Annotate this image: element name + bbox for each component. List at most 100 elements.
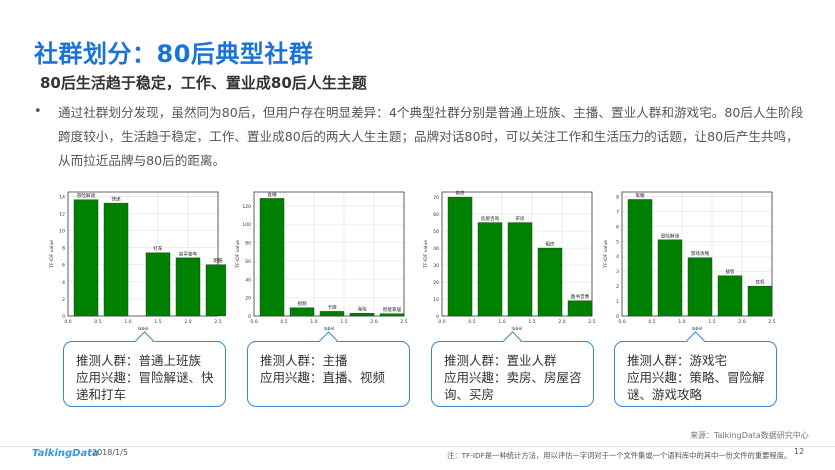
y-axis-label: TF-IDF value (423, 240, 429, 269)
bar-label: 高享泰车 (179, 250, 198, 257)
x-tick-label: 0.0 (618, 319, 625, 325)
y-tick-label: 4 (616, 254, 619, 260)
y-tick-label: 70 (433, 195, 439, 201)
persona-label: 推测人群：普通上班族 (76, 353, 202, 368)
bullet-marker: • (34, 104, 42, 119)
x-tick-label: 2.5 (214, 319, 221, 325)
x-tick-label: 2.5 (768, 319, 775, 325)
x-tick-label: 1.5 (528, 319, 535, 325)
y-tick-label: 50 (433, 229, 439, 235)
y-tick-label: 0 (248, 314, 251, 320)
bar-3 (687, 257, 713, 317)
persona-card-home-buyers: 推测人群：置业人群 应用兴趣：卖房、房屋咨 询、买房 (431, 331, 594, 407)
bar-4 (537, 247, 563, 317)
bar-label: 在机 (755, 279, 765, 286)
bar-5 (747, 285, 773, 317)
bar-label: 租房 (545, 241, 555, 248)
y-tick-label: 100 (242, 222, 251, 228)
y-tick-label: 60 (433, 212, 439, 218)
y-tick-label: 30 (433, 263, 439, 269)
y-tick-label: 6 (62, 263, 65, 269)
persona-label: 推测人群：游戏宅 (627, 353, 728, 368)
bar-label: 游戏攻略 (691, 250, 710, 257)
chart-office-workers: 0 2 4 6 8 10 12 14 0.0 0.5 1.0 1.5 2.0 2.5 冒险解谜 快递 打车 高享泰… (46, 186, 226, 334)
y-tick-label: 8 (62, 246, 65, 252)
bar-label: 直播 (267, 191, 277, 198)
footer-divider (0, 446, 835, 447)
card-pointer (134, 331, 154, 350)
x-axis-label: label (138, 326, 149, 332)
x-axis-label: label (324, 326, 335, 332)
x-tick-label: 1.0 (310, 319, 317, 325)
y-tick-label: 14 (59, 194, 65, 200)
bar-2 (103, 202, 129, 317)
bar-label: 房屋咨询 (481, 215, 500, 222)
bar-5 (379, 313, 405, 317)
persona-label: 推测人群：主播 (260, 353, 348, 368)
bar-label: 跑酷 (213, 257, 223, 264)
bar-label: 打车 (153, 245, 163, 252)
bar-label: 冒险解谜 (77, 192, 96, 199)
bar-label: 买房 (515, 215, 525, 222)
source-note: 来源：TalkingData数据研究中心 (690, 431, 809, 440)
x-tick-label: 2.0 (184, 319, 191, 325)
chart-home-buyers: 0 10 20 30 40 50 60 70 0.0 0.5 1.0 1.5 2.0 2.5 卖房 房屋咨询 买… (420, 186, 600, 334)
card-pointer (318, 331, 338, 350)
y-tick-label: 5 (616, 239, 619, 245)
y-tick-label: 40 (433, 246, 439, 252)
bar-label: 卖房 (455, 190, 465, 197)
bar-label: 海淘 (357, 306, 367, 313)
body-paragraph: 通过社群划分发现，虽然同为80后，但用户存在明显差异：4个典型社群分别是普通上班… (58, 105, 804, 168)
bar-label: 冒险解谜 (661, 232, 680, 239)
bar-label: 图书音像 (571, 293, 590, 300)
bar-3 (319, 311, 345, 317)
y-tick-label: 3 (616, 269, 619, 275)
bar-1 (627, 199, 653, 317)
x-axis-label: label (512, 326, 523, 332)
page-subtitle: 80后生活趋于稳定，工作、置业成80后人生主题 (40, 74, 367, 92)
x-tick-label: 0.5 (280, 319, 287, 325)
y-tick-label: 0 (436, 314, 439, 320)
x-tick-label: 0.0 (438, 319, 445, 325)
page-title: 社群划分：80后典型社群 (34, 40, 314, 68)
y-tick-label: 40 (245, 277, 251, 283)
y-tick-label: 20 (245, 296, 251, 302)
bar-label: 视频 (297, 300, 307, 307)
y-tick-label: 1 (616, 299, 619, 305)
x-tick-label: 0.5 (468, 319, 475, 325)
y-tick-label: 0 (616, 314, 619, 320)
x-tick-label: 0.5 (94, 319, 101, 325)
interest-label: 应用兴趣：卖房、房屋咨 (444, 370, 582, 385)
bar-2 (289, 307, 315, 317)
x-tick-label: 0.5 (648, 319, 655, 325)
y-tick-label: 60 (245, 259, 251, 265)
persona-card-streamers: 推测人群：主播 应用兴趣：直播、视频 (247, 331, 410, 407)
chart-svg: 0 2 4 6 8 10 12 14 0.0 0.5 1.0 1.5 2.0 2.5 冒险解谜快递打车高享泰… (49, 191, 226, 332)
x-tick-label: 2.0 (738, 319, 745, 325)
card-pointer (502, 331, 522, 350)
y-tick-label: 4 (62, 280, 65, 286)
x-tick-label: 1.0 (124, 319, 131, 325)
y-tick-label: 8 (616, 194, 619, 200)
bar-1 (259, 198, 285, 317)
y-axis-label: TF-IDF value (49, 240, 55, 269)
plot-frame (67, 191, 219, 317)
x-tick-label: 1.5 (154, 319, 161, 325)
x-tick-label: 1.5 (340, 319, 347, 325)
bar-3 (507, 222, 533, 317)
bar-4 (349, 313, 375, 317)
y-tick-label: 20 (433, 280, 439, 286)
y-tick-label: 2 (62, 297, 65, 303)
bar-4 (717, 275, 743, 317)
x-tick-label: 2.0 (370, 319, 377, 325)
bar-2 (477, 222, 503, 317)
x-tick-label: 1.5 (708, 319, 715, 325)
x-tick-label: 0.0 (250, 319, 257, 325)
y-tick-label: 10 (433, 297, 439, 303)
bar-label: 卡牌 (327, 304, 337, 311)
x-tick-label: 1.0 (498, 319, 505, 325)
y-tick-label: 7 (616, 209, 619, 215)
x-tick-label: 0.0 (64, 319, 71, 325)
footnote: 注：TF-IDF是一种统计方法，用以评估一字词对于一个文件集或一个语料库中的其中… (447, 451, 792, 460)
x-tick-label: 1.0 (678, 319, 685, 325)
